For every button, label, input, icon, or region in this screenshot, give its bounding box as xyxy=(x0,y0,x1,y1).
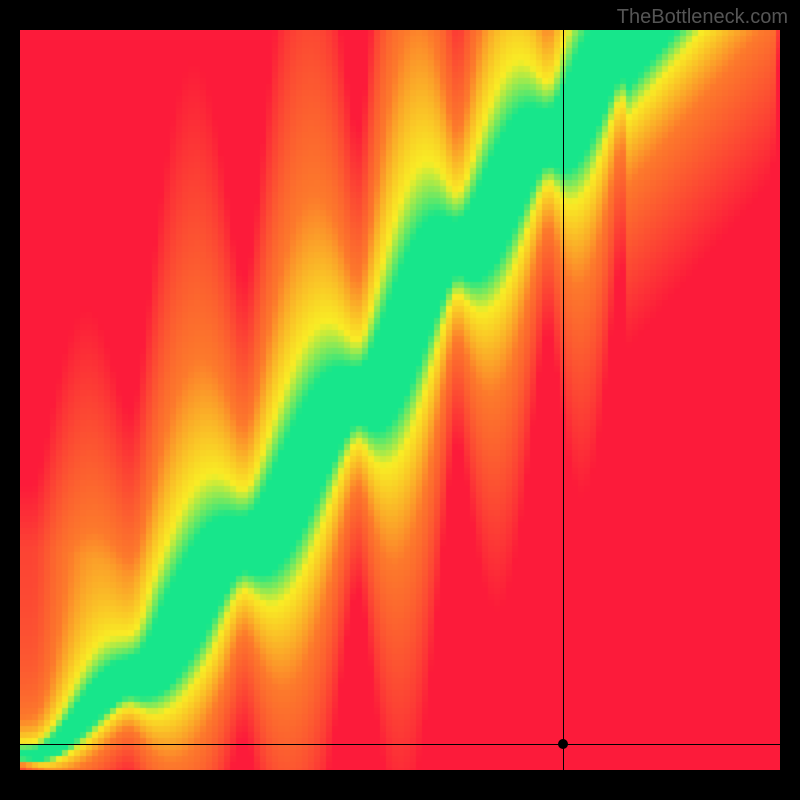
watermark-text: TheBottleneck.com xyxy=(617,6,788,29)
heatmap-canvas xyxy=(20,30,780,770)
crosshair-vertical xyxy=(563,30,564,770)
crosshair-marker xyxy=(558,739,568,749)
heatmap-chart xyxy=(20,30,780,770)
crosshair-horizontal xyxy=(20,744,780,745)
